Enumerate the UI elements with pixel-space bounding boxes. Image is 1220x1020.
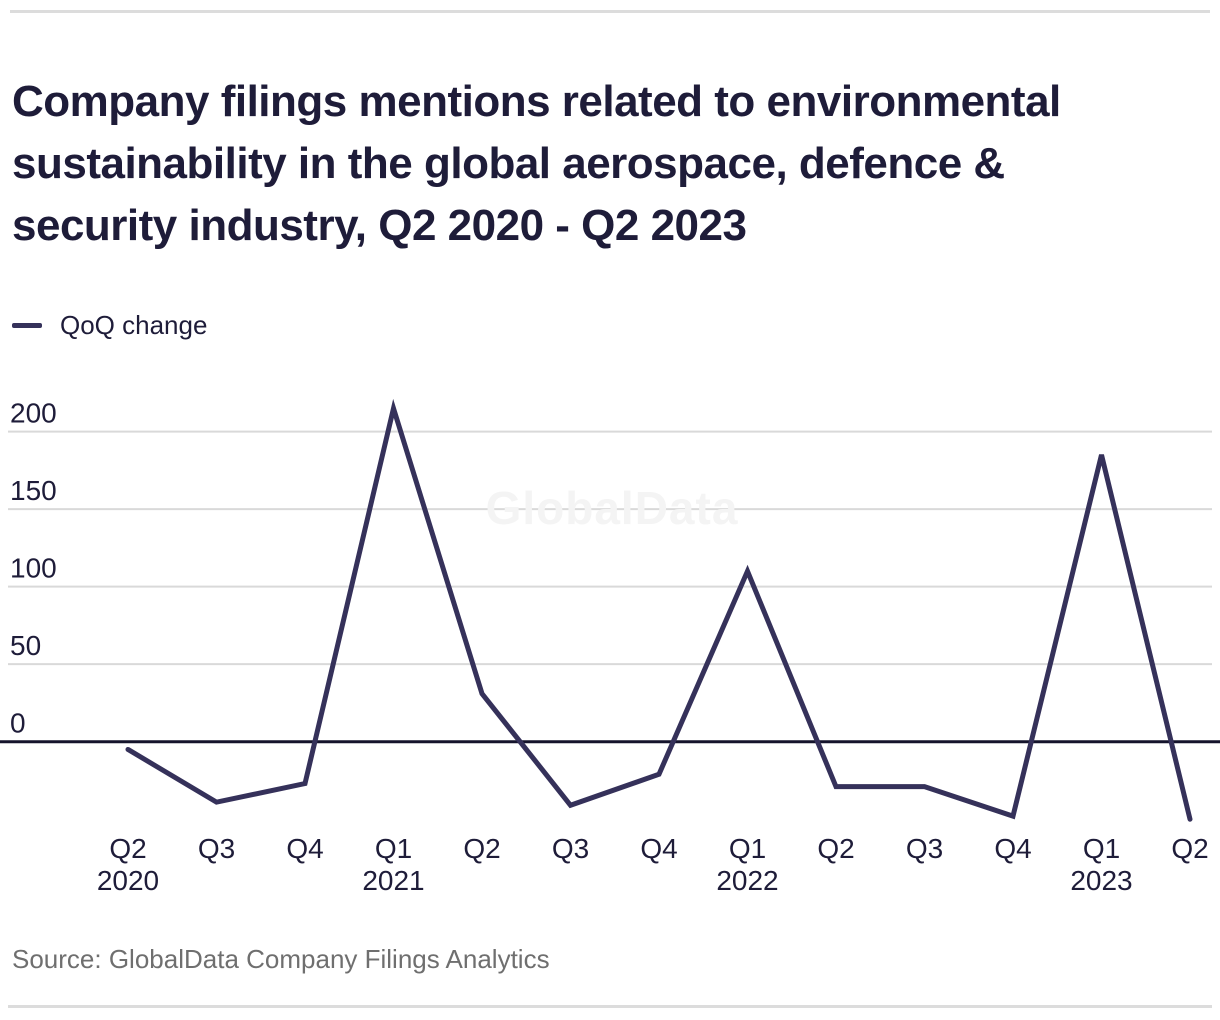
chart-svg: GlobalData 0 50 100 150 200 Q2 Q3 Q4 Q1 Q2 Q3 Q4 Q1 Q2… [0, 398, 1220, 896]
x-year-label: 2023 [1070, 865, 1132, 896]
x-year-label: 2020 [97, 865, 159, 896]
x-tick-label: Q2 [109, 833, 146, 864]
y-tick-label: 0 [10, 708, 26, 739]
x-tick-label: Q4 [994, 833, 1031, 864]
y-tick-label: 150 [10, 475, 57, 506]
legend: QoQ change [12, 308, 207, 342]
x-tick-label: Q2 [1171, 833, 1208, 864]
x-year-label: 2021 [362, 865, 424, 896]
chart-title: Company filings mentions related to envi… [12, 71, 1202, 257]
source-text: Source: GlobalData Company Filings Analy… [12, 944, 550, 974]
chart-title-line-3: security industry, Q2 2020 - Q2 2023 [12, 201, 747, 251]
x-tick-label: Q4 [640, 833, 677, 864]
chart-area: GlobalData 0 50 100 150 200 Q2 Q3 Q4 Q1 Q2 Q3 Q4 Q1 Q2… [0, 385, 1220, 905]
chart-title-line-2: sustainability in the global aerospace, … [12, 139, 1005, 189]
top-rule [10, 10, 1210, 13]
bottom-rule [8, 1005, 1212, 1008]
x-tick-label: Q4 [286, 833, 323, 864]
x-tick-label: Q1 [729, 833, 766, 864]
x-tick-label: Q3 [198, 833, 235, 864]
y-tick-label: 100 [10, 553, 57, 584]
x-year-label: 2022 [716, 865, 778, 896]
x-tick-label: Q2 [817, 833, 854, 864]
x-tick-label: Q1 [1083, 833, 1120, 864]
legend-label: QoQ change [60, 309, 208, 340]
watermark-text: GlobalData [486, 482, 739, 534]
legend-line-swatch [12, 322, 42, 328]
chart-title-line-1: Company filings mentions related to envi… [12, 77, 1061, 127]
x-tick-label: Q3 [552, 833, 589, 864]
y-tick-label: 200 [10, 398, 57, 429]
x-tick-label: Q2 [463, 833, 500, 864]
y-tick-label: 50 [10, 630, 41, 661]
x-tick-label: Q1 [375, 833, 412, 864]
x-tick-label: Q3 [906, 833, 943, 864]
series-line [125, 398, 1193, 822]
